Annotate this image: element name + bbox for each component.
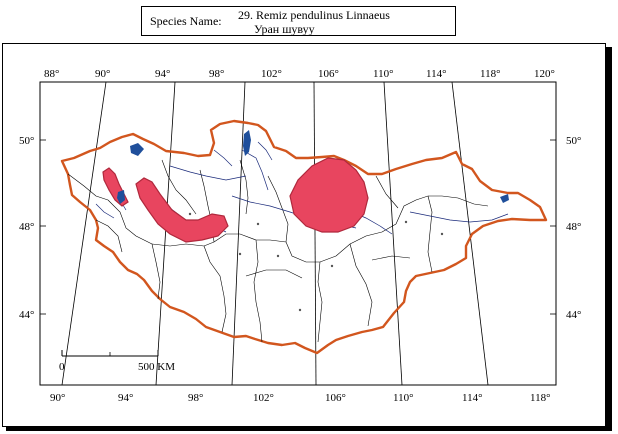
- graticule: [61, 81, 489, 386]
- lakes: [117, 130, 509, 204]
- top-lon-label: 102°: [261, 68, 282, 80]
- top-lon-label: 88°: [44, 68, 59, 80]
- bottom-lon-label: 110°: [393, 392, 414, 404]
- left-lat-label: 48°: [19, 221, 34, 233]
- top-lon-label: 110°: [373, 68, 394, 80]
- bottom-lon-label: 94°: [118, 392, 133, 404]
- top-longitude-labels: 88° 90° 94° 98° 102° 106° 110° 114° 118°…: [44, 68, 555, 80]
- species-latin-name: 29. Remiz pendulinus Linnaeus: [238, 8, 390, 22]
- bottom-lon-label: 90°: [50, 392, 65, 404]
- khar-us-lake: [117, 190, 125, 204]
- mongolia-border: [60, 119, 548, 355]
- left-lat-label: 44°: [19, 309, 34, 321]
- right-latitude-labels: 50° 48° 44°: [566, 135, 581, 321]
- range-central-patch: [135, 177, 229, 243]
- scale-bar: 0 500 KM: [59, 350, 175, 373]
- species-mongolian-name: Уран шувуу: [254, 22, 315, 36]
- bottom-lon-label: 118°: [530, 392, 551, 404]
- top-lon-label: 98°: [209, 68, 224, 80]
- left-latitude-labels: 50° 48° 44°: [19, 135, 34, 321]
- map-area: [39, 81, 557, 386]
- right-lat-label: 48°: [566, 221, 581, 233]
- right-lat-label: 50°: [566, 135, 581, 147]
- scale-end-label: 500 KM: [138, 361, 175, 373]
- range-east-patch: [289, 157, 369, 233]
- settlement-dots: [188, 212, 444, 312]
- species-name-box: Species Name: 29. Remiz pendulinus Linna…: [141, 6, 456, 36]
- buir-lake: [500, 194, 509, 203]
- khovsgol-lake: [243, 130, 251, 156]
- top-lon-label: 90°: [95, 68, 110, 80]
- top-lon-label: 118°: [480, 68, 501, 80]
- top-lon-label: 106°: [318, 68, 339, 80]
- bottom-lon-label: 106°: [325, 392, 346, 404]
- scale-start-label: 0: [59, 361, 65, 373]
- latitude-ticks: [40, 139, 556, 315]
- top-lon-label: 94°: [155, 68, 170, 80]
- right-lat-label: 44°: [566, 309, 581, 321]
- left-lat-label: 50°: [19, 135, 34, 147]
- bottom-longitude-labels: 90° 94° 98° 102° 106° 110° 114° 118°: [50, 392, 551, 404]
- bottom-lon-label: 102°: [253, 392, 274, 404]
- bottom-lon-label: 114°: [462, 392, 483, 404]
- top-lon-label: 120°: [534, 68, 555, 80]
- bottom-lon-label: 98°: [188, 392, 203, 404]
- species-name-label: Species Name:: [150, 14, 222, 28]
- top-lon-label: 114°: [426, 68, 447, 80]
- uvs-lake: [130, 143, 144, 156]
